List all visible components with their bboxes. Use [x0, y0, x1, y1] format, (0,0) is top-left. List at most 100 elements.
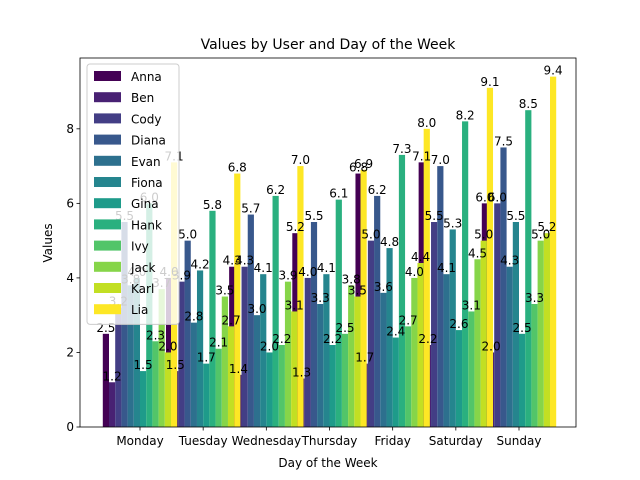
bar-diana-sunday	[500, 147, 507, 427]
bar-jack-wednesday	[284, 281, 292, 427]
bar-jack-tuesday	[221, 296, 228, 427]
bar-anna-monday	[102, 333, 109, 427]
x-tick-label: Sunday	[497, 434, 542, 448]
bar-value-label: 1.5	[134, 358, 153, 372]
bar-value-label: 2.6	[449, 317, 468, 331]
bar-diana-wednesday	[247, 214, 254, 427]
legend-swatch-jack	[94, 261, 121, 272]
bar-jack-thursday	[348, 285, 355, 427]
x-tick-label: Wednesday	[232, 434, 301, 448]
bar-value-label: 7.3	[392, 142, 411, 156]
bar-cody-wednesday	[241, 266, 248, 427]
bar-fiona-saturday	[449, 229, 456, 427]
bar-evan-sunday	[506, 266, 513, 427]
legend-swatch-gina	[94, 198, 121, 209]
bar-value-label: 6.9	[354, 157, 373, 171]
bar-ivy-tuesday	[215, 348, 222, 427]
bar-value-label: 4.1	[254, 261, 273, 275]
bar-value-label: 5.0	[361, 228, 380, 242]
bar-value-label: 4.4	[411, 250, 430, 264]
bar-hank-wednesday	[272, 195, 279, 427]
bar-ivy-wednesday	[278, 345, 285, 427]
bar-value-label: 1.2	[103, 369, 122, 383]
bar-lia-friday	[423, 128, 430, 427]
bar-diana-tuesday	[184, 240, 191, 427]
legend-swatch-cody	[94, 113, 121, 124]
x-tick-label: Tuesday	[178, 434, 228, 448]
legend: Anna Ben Cody Diana Evan Fiona Gina Hank Ivy Jack…	[86, 63, 180, 325]
bar-lia-tuesday	[234, 173, 241, 427]
bar-value-label: 3.5	[215, 284, 234, 298]
bar-value-label: 3.5	[348, 284, 367, 298]
bar-value-label: 6.2	[368, 183, 387, 197]
y-tick-label: 8	[66, 122, 74, 136]
bar-value-label: 2.0	[158, 339, 177, 353]
bar-value-label: 4.1	[317, 261, 336, 275]
axes-layer: 0 2 4 6 8 Monday Tuesday Wednesday Thursday Frida…	[66, 57, 577, 448]
legend-swatch-lia	[94, 304, 121, 315]
bar-cody-saturday	[431, 222, 438, 427]
plot-frame	[79, 57, 577, 428]
bar-value-label: 5.2	[537, 220, 556, 234]
bar-value-label: 4.0	[405, 265, 424, 279]
bar-value-label: 9.4	[544, 64, 563, 78]
bar-value-label: 6.0	[488, 190, 507, 204]
bar-evan-saturday	[443, 274, 450, 427]
bar-value-label: 8.5	[519, 97, 538, 111]
bar-value-label: 2.7	[399, 313, 418, 327]
bar-value-label: 4.3	[235, 254, 254, 268]
bar-hank-sunday	[525, 110, 532, 428]
bar-karl-thursday	[354, 296, 361, 427]
bar-karl-tuesday	[227, 326, 235, 427]
bar-gina-tuesday	[203, 363, 210, 427]
bar-ivy-thursday	[341, 333, 349, 427]
bar-evan-monday	[127, 285, 134, 427]
bar-value-label: 2.0	[260, 339, 279, 353]
legend-frame	[86, 63, 180, 325]
chart-title: Values by User and Day of the Week	[201, 37, 457, 53]
legend-entry-cody: Cody	[131, 112, 161, 126]
bar-ivy-saturday	[468, 311, 475, 427]
bar-lia-thursday	[360, 169, 367, 427]
bar-value-label: 2.4	[386, 325, 405, 339]
bar-cody-thursday	[304, 277, 311, 427]
bar-value-label: 2.8	[184, 310, 203, 324]
bar-jack-saturday	[474, 259, 481, 427]
bar-jack-sunday	[537, 240, 544, 427]
x-axis-label: Day of the Week	[278, 456, 377, 470]
bar-value-label: 5.0	[178, 228, 197, 242]
y-axis-label: Values	[41, 223, 55, 262]
bar-value-label: 6.2	[266, 183, 285, 197]
bar-gina-sunday	[519, 333, 526, 427]
bar-value-label: 2.2	[418, 332, 437, 346]
bar-evan-friday	[380, 292, 387, 427]
bar-cody-friday	[367, 240, 375, 427]
bar-value-label: 5.2	[286, 220, 305, 234]
bar-jack-friday	[411, 277, 418, 427]
bar-hank-tuesday	[209, 210, 216, 427]
bar-karl-monday	[164, 352, 171, 427]
legend-entry-jack: Jack	[130, 261, 155, 275]
bar-value-label: 1.7	[355, 351, 374, 365]
bar-value-label: 2.2	[323, 332, 342, 346]
bar-value-label: 5.0	[531, 228, 550, 242]
bar-value-label: 6.8	[349, 161, 368, 175]
bar-value-label: 4.5	[468, 246, 487, 260]
bar-cody-tuesday	[178, 281, 185, 427]
bar-evan-tuesday	[190, 322, 197, 427]
legend-swatch-karl	[94, 283, 121, 293]
legend-swatch-evan	[94, 155, 121, 166]
bar-lia-sunday	[550, 76, 557, 427]
bar-value-label: 2.0	[482, 339, 501, 353]
bar-value-label: 5.5	[425, 209, 444, 223]
legend-entry-anna: Anna	[131, 70, 162, 84]
bar-value-label: 7.5	[494, 134, 513, 148]
bar-gina-thursday	[329, 345, 336, 427]
bar-evan-wednesday	[253, 315, 261, 427]
bar-value-label: 3.8	[342, 272, 361, 286]
bar-value-label: 1.4	[229, 362, 248, 376]
bar-value-label: 2.5	[513, 321, 532, 335]
bar-value-label: 4.1	[437, 261, 456, 275]
legend-entry-ben: Ben	[131, 91, 154, 105]
